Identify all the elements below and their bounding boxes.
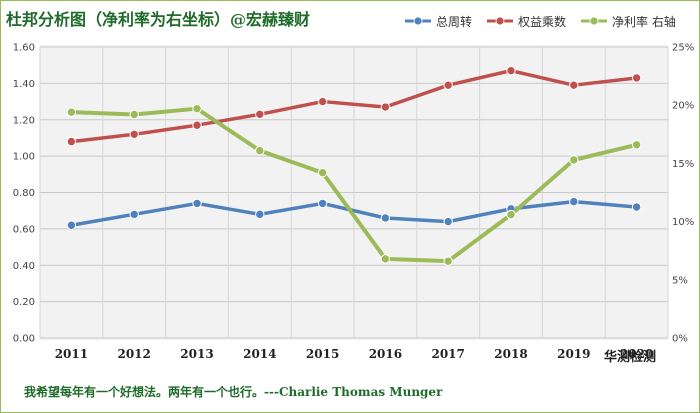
series-point-0 <box>66 220 77 230</box>
legend-label-total-turnover: 总周转 <box>436 14 473 29</box>
y-right-tick-label: 5% <box>672 275 688 286</box>
series-point-1 <box>66 136 77 147</box>
legend-label-equity-multiplier: 权益乘数 <box>518 14 567 29</box>
grid-layer <box>39 46 669 339</box>
series-point-1 <box>255 109 265 119</box>
y-right-tick-label: 0% <box>672 334 688 345</box>
series-point-0 <box>129 209 139 220</box>
series-point-0 <box>317 198 328 209</box>
x-tick-label: 2015 <box>306 347 339 361</box>
series-point-1 <box>317 96 328 107</box>
series-point-2 <box>443 256 453 266</box>
series-point-1 <box>192 120 202 130</box>
y-left-tick-label: 1.40 <box>13 79 35 90</box>
series-point-1 <box>631 73 642 83</box>
series-point-0 <box>631 202 642 212</box>
y-left-tick-label: 0.40 <box>13 261 35 272</box>
legend: 总周转 权益乘数 净利率 右轴 <box>404 12 676 30</box>
chart-title: 杜邦分析图（净利率为右坐标）@宏赫臻财 <box>6 10 311 29</box>
x-tick-label: 2018 <box>494 347 527 361</box>
x-tick-label: 2020 <box>620 347 653 361</box>
legend-swatch-total-turnover <box>405 16 431 26</box>
x-tick-label: 2017 <box>431 347 464 361</box>
series-point-2 <box>569 155 579 165</box>
y-right-tick-label: 10% <box>672 217 694 228</box>
series-point-1 <box>443 80 453 90</box>
chart-annotation: 华测检测 <box>604 350 657 365</box>
legend-label-net-margin: 净利率 右轴 <box>612 14 676 29</box>
y-right-tick-label: 25% <box>672 43 694 54</box>
y-left-tick-label: 1.60 <box>13 43 35 54</box>
series-point-2 <box>255 145 265 156</box>
series-point-2 <box>129 109 139 120</box>
y-left-tick-label: 1.00 <box>13 152 35 163</box>
series-point-1 <box>129 129 139 140</box>
y-left-tick-label: 0.80 <box>13 188 35 199</box>
y-left-tick-label: 0.00 <box>13 334 35 345</box>
series-point-2 <box>192 103 202 114</box>
series-point-0 <box>569 196 579 207</box>
y-right-tick-label: 20% <box>672 101 694 112</box>
series-point-0 <box>443 216 453 227</box>
x-tick-label: 2013 <box>180 347 213 361</box>
legend-swatch-net-margin <box>581 16 608 26</box>
series-line-2 <box>71 106 638 264</box>
series-point-2 <box>317 168 328 178</box>
x-tick-label: 2014 <box>243 347 276 361</box>
axis-layer: 0.00 0.20 0.40 0.60 0.80 1.00 1.20 1.40 1.60 0% 5%… <box>13 43 695 362</box>
series-point-2 <box>506 209 516 220</box>
series-point-0 <box>255 209 265 220</box>
series-point-2 <box>66 107 77 117</box>
y-left-tick-label: 0.60 <box>13 224 35 235</box>
legend-item-equity-multiplier: 权益乘数 <box>486 13 566 30</box>
legend-item-net-margin: 净利率 右轴 <box>580 13 676 30</box>
series-point-2 <box>380 254 391 264</box>
x-tick-label: 2019 <box>557 347 590 361</box>
series-layer <box>66 65 642 266</box>
series-point-1 <box>506 65 516 76</box>
x-tick-label: 2011 <box>55 347 88 361</box>
y-left-tick-label: 0.20 <box>13 297 35 308</box>
y-right-tick-label: 15% <box>672 159 694 170</box>
series-point-1 <box>569 80 579 90</box>
series-line-1 <box>71 68 637 144</box>
legend-swatch-equity-multiplier <box>487 16 514 26</box>
legend-item-total-turnover: 总周转 <box>404 13 472 30</box>
x-tick-label: 2016 <box>369 347 402 361</box>
series-point-1 <box>380 102 391 112</box>
x-tick-label: 2012 <box>117 347 150 361</box>
series-point-2 <box>631 140 642 150</box>
y-left-tick-label: 1.20 <box>13 115 35 126</box>
series-line-0 <box>71 199 637 227</box>
series-point-0 <box>192 198 202 209</box>
series-point-0 <box>380 213 391 223</box>
footer-quote: 我希望每年有一个好想法。两年有一个也行。---Charlie Thomas Mu… <box>24 385 443 399</box>
